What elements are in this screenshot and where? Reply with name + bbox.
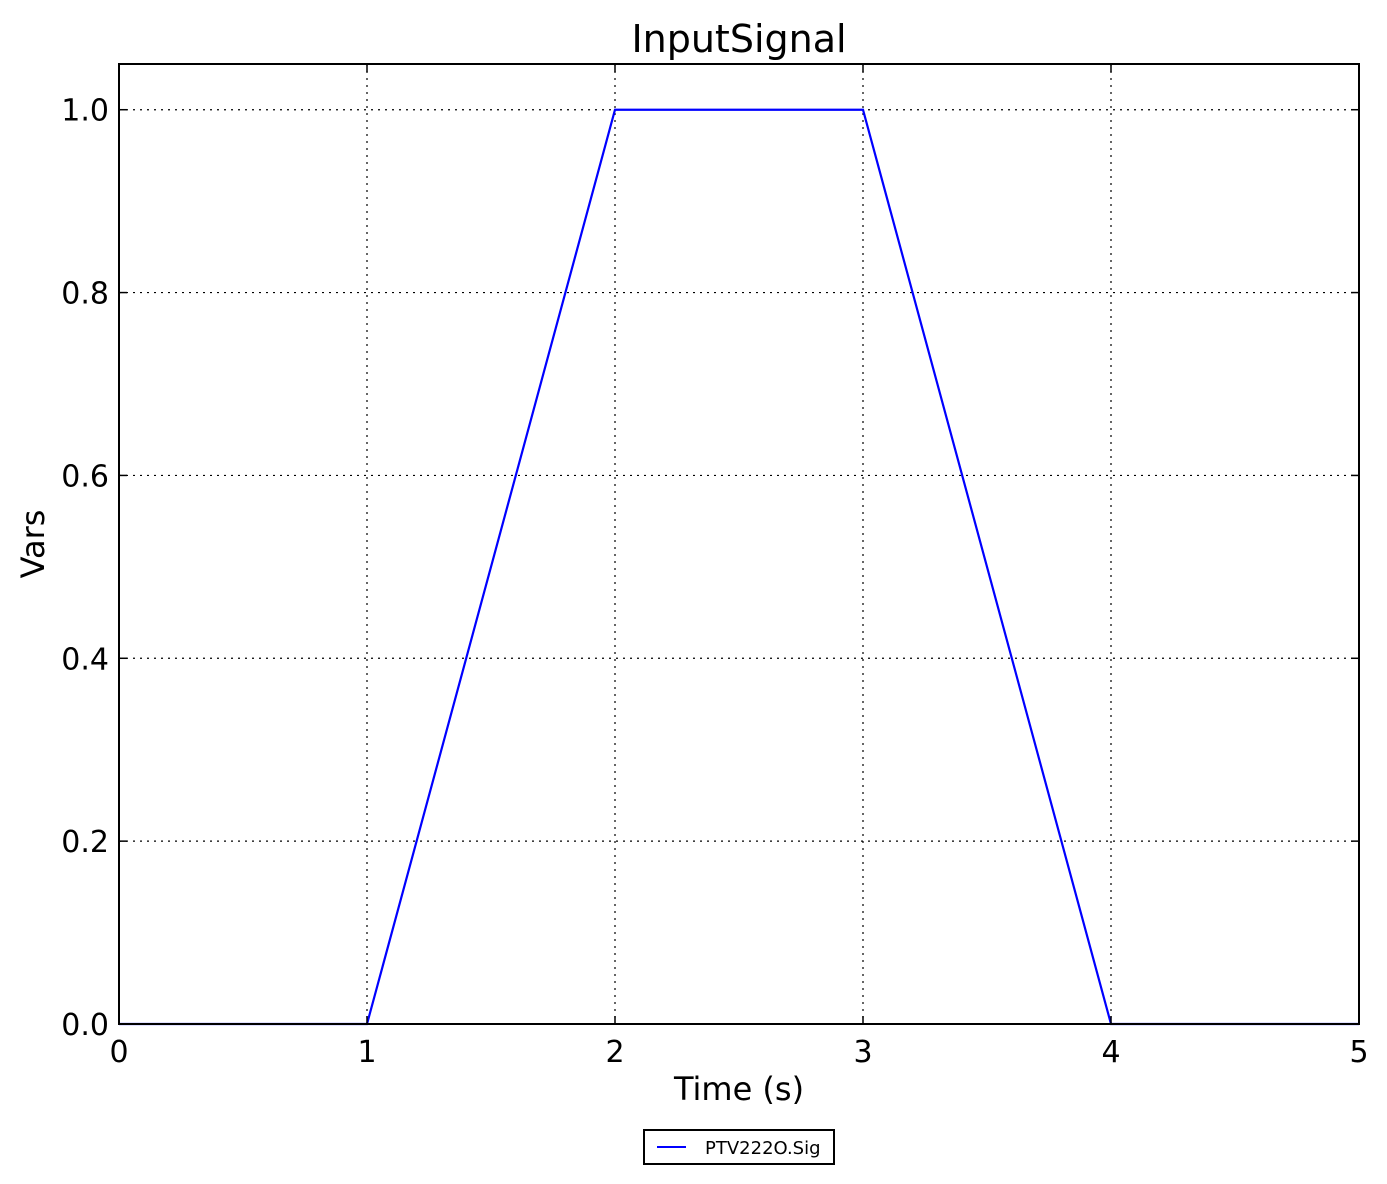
chart-title: InputSignal xyxy=(631,17,846,61)
y-tick-label: 0.4 xyxy=(61,642,109,677)
y-tick-label: 0.0 xyxy=(61,1008,109,1043)
x-tick-label: 3 xyxy=(853,1035,872,1070)
legend-label: PTV222O.Sig xyxy=(705,1138,821,1159)
series-line xyxy=(119,108,1359,1026)
y-tick-label: 0.2 xyxy=(61,825,109,860)
x-tick-label: 5 xyxy=(1349,1035,1368,1070)
y-tick-label: 1.0 xyxy=(61,94,109,129)
x-axis-label: Time (s) xyxy=(673,1070,804,1108)
y-tick-label: 0.8 xyxy=(61,277,109,312)
series-layer xyxy=(119,108,1359,1026)
x-tick-labels: 0 1 2 3 4 5 xyxy=(109,1035,1368,1070)
y-axis-label: Vars xyxy=(14,510,52,579)
legend: PTV222O.Sig xyxy=(643,1129,835,1165)
x-tick-label: 4 xyxy=(1101,1035,1120,1070)
grid xyxy=(118,64,1360,1025)
y-tick-labels: 0.0 0.2 0.4 0.6 0.8 1.0 xyxy=(61,94,109,1043)
plot-frame xyxy=(118,63,1360,1025)
y-tick-label: 0.6 xyxy=(61,459,109,494)
ticks xyxy=(118,64,1360,1025)
x-tick-label: 1 xyxy=(357,1035,376,1070)
x-tick-label: 2 xyxy=(605,1035,624,1070)
x-tick-label: 0 xyxy=(109,1035,128,1070)
